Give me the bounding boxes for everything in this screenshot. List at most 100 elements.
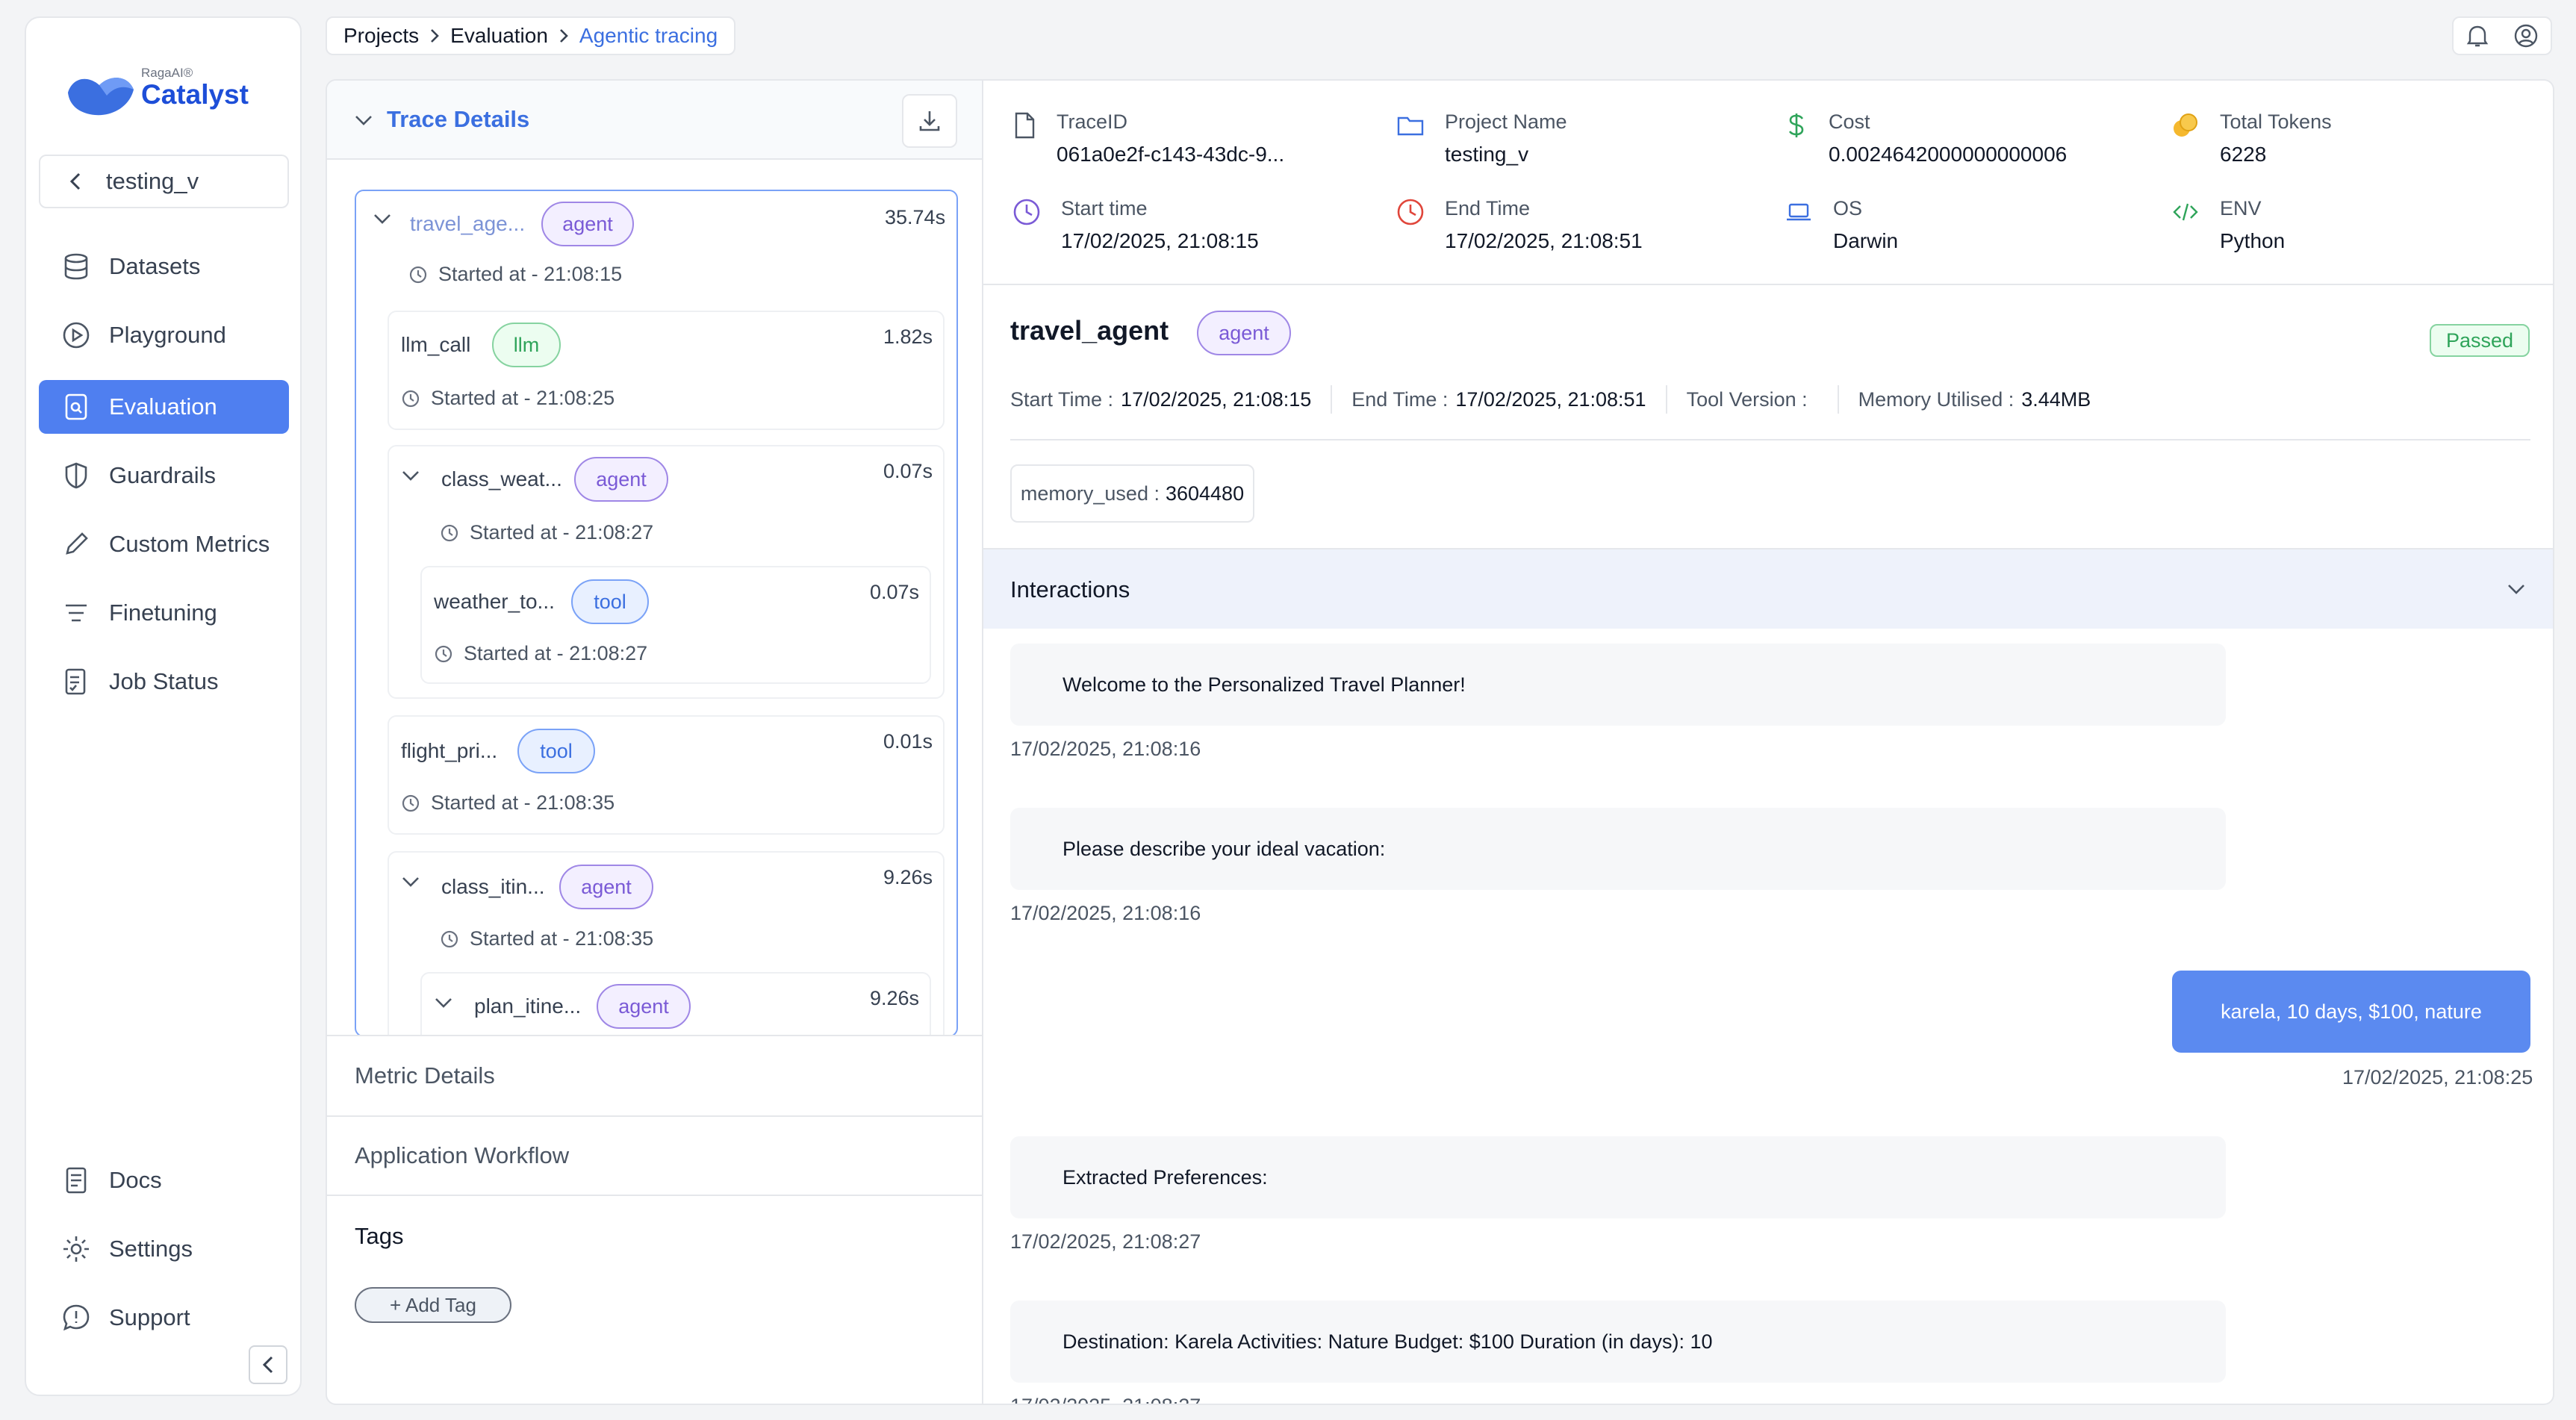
brand-small: RagaAI® [141,66,193,80]
meta-os: OS Darwin [1784,197,1898,253]
message-bubble: Destination: Karela Activities: Nature B… [1010,1301,2226,1383]
shield-icon [65,462,87,489]
sidebar-item-docs[interactable]: Docs [39,1153,289,1207]
message-time: 17/02/2025, 21:08:27 [1010,1395,1201,1404]
play-circle-icon [63,322,90,349]
memory-used-chip: memory_used :3604480 [1010,464,1254,523]
sidebar-item-guardrails[interactable]: Guardrails [39,449,289,502]
agent-badge: agent [559,865,653,909]
node-started: Started at - 21:08:15 [408,263,622,286]
node-started: Started at - 21:08:25 [401,387,615,410]
node-name: plan_itine... [474,994,582,1018]
chevron-down-icon[interactable] [401,469,420,482]
clock-icon [402,390,420,407]
node-started: Started at - 21:08:35 [401,791,615,815]
meta-env: ENV Python [2171,197,2285,253]
database-icon [64,253,88,280]
chevron-left-icon [69,172,81,190]
meta-total-tokens: Total Tokens 6228 [2171,110,2332,166]
clock-icon [435,645,452,662]
logo[interactable]: RagaAI® Catalyst [65,66,249,118]
chevron-down-icon[interactable] [401,875,420,888]
node-duration: 35.74s [885,206,946,228]
evaluation-icon [65,393,87,420]
agent-badge: agent [541,202,634,246]
agent-badge: agent [1197,311,1291,355]
sidebar-item-label: Datasets [109,253,201,279]
chevron-down-icon[interactable] [434,996,453,1009]
node-started: Started at - 21:08:27 [434,642,647,665]
sidebar-item-custom-metrics[interactable]: Custom Metrics [39,517,289,571]
trace-node-plan-itinerary[interactable]: plan_itine... agent 9.26s [420,972,931,1036]
user-avatar-icon[interactable] [2513,23,2539,49]
sidebar-item-label: Settings [109,1236,193,1262]
code-icon [2173,203,2198,221]
sidebar-item-finetuning[interactable]: Finetuning [39,586,289,640]
sidebar-item-job-status[interactable]: Job Status [39,655,289,709]
sidebar-item-label: Support [109,1304,190,1330]
sidebar-item-settings[interactable]: Settings [39,1222,289,1276]
trace-node-weather-tool[interactable]: weather_to... tool 0.07s Started at - 21… [420,566,931,684]
sidebar-item-label: Docs [109,1167,162,1193]
file-icon [1015,112,1035,139]
bell-icon[interactable] [2465,23,2489,49]
sidebar-item-label: Finetuning [109,600,217,626]
sidebar-item-label: Playground [109,322,226,348]
user-message-bubble: karela, 10 days, $100, nature [2172,971,2530,1053]
breadcrumb-projects[interactable]: Projects [343,24,420,47]
trace-node-class-itinerary[interactable]: class_itin... agent 9.26s Started at - 2… [388,851,945,1036]
message-bubble: Extracted Preferences: [1010,1136,2226,1218]
node-name[interactable]: travel_age... [410,212,526,235]
agent-badge: agent [574,457,668,502]
dollar-icon [1788,113,1804,137]
clock-icon [409,266,427,283]
sidebar-item-label: Evaluation [109,393,217,420]
node-duration: 0.07s [883,460,933,482]
message-bubble: Welcome to the Personalized Travel Plann… [1010,644,2226,726]
divider [983,284,2553,285]
brand-name: Catalyst [141,79,249,110]
clock-icon [1397,199,1424,225]
meta-start-time: Start time 17/02/2025, 21:08:15 [1012,197,1259,253]
details-panel: TraceID 061a0e2f-c143-43dc-9... Project N… [983,79,2554,1405]
node-started: Started at - 21:08:27 [440,521,653,544]
project-selector[interactable]: testing_v [39,155,289,208]
interactions-title: Interactions [1010,576,1130,602]
chevron-right-icon [560,29,568,43]
sidebar-item-datasets[interactable]: Datasets [39,240,289,293]
breadcrumb-evaluation[interactable]: Evaluation [450,24,548,47]
node-name: flight_pri... [401,739,498,762]
sidebar-item-label: Custom Metrics [109,531,270,557]
message-time: 17/02/2025, 21:08:27 [1010,1230,1201,1253]
node-duration: 1.82s [883,326,933,348]
add-tag-button[interactable]: + Add Tag [355,1287,511,1323]
trace-node-llm-call[interactable]: llm_call llm 1.82s Started at - 21:08:25 [388,311,945,430]
sidebar-item-playground[interactable]: Playground [39,308,289,362]
laptop-icon [1787,203,1811,221]
collapse-sidebar-button[interactable] [249,1345,287,1384]
metric-details-section[interactable]: Metric Details [327,1035,982,1115]
sidebar-item-evaluation[interactable]: Evaluation [39,380,289,434]
clock-icon [1013,199,1040,225]
node-started: Started at - 21:08:35 [440,927,653,950]
interactions-header[interactable]: Interactions [983,548,2553,629]
trace-node-flight-price[interactable]: flight_pri... tool 0.01s Started at - 21… [388,715,945,835]
tool-badge: tool [571,579,649,624]
breadcrumb-current[interactable]: Agentic tracing [579,24,718,47]
sidebar-item-support[interactable]: Support [39,1291,289,1345]
download-button[interactable] [902,94,957,148]
chevron-down-icon[interactable] [373,212,392,225]
message-time: 17/02/2025, 21:08:16 [1010,738,1201,760]
sidebar: RagaAI® Catalyst testing_v Datasets Play… [25,16,302,1396]
top-actions [2452,16,2552,55]
clock-icon [402,794,420,812]
checklist-icon [65,668,86,695]
application-workflow-section[interactable]: Application Workflow [327,1115,982,1195]
project-name: testing_v [106,168,199,194]
node-name: class_weat... [441,467,562,491]
chevron-down-icon [2508,585,2524,594]
status-badge: Passed [2430,324,2530,357]
trace-node-class-weather[interactable]: class_weat... agent 0.07s Started at - 2… [388,445,945,699]
node-name: weather_to... [434,590,555,613]
trace-details-header[interactable]: Trace Details [327,81,982,160]
